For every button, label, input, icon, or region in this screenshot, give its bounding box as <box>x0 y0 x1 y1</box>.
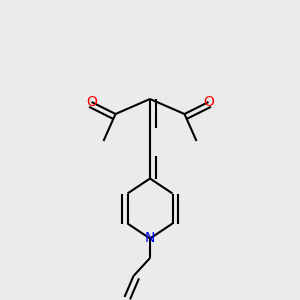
Text: O: O <box>203 95 214 109</box>
Text: N: N <box>145 232 155 245</box>
Text: O: O <box>86 95 97 109</box>
